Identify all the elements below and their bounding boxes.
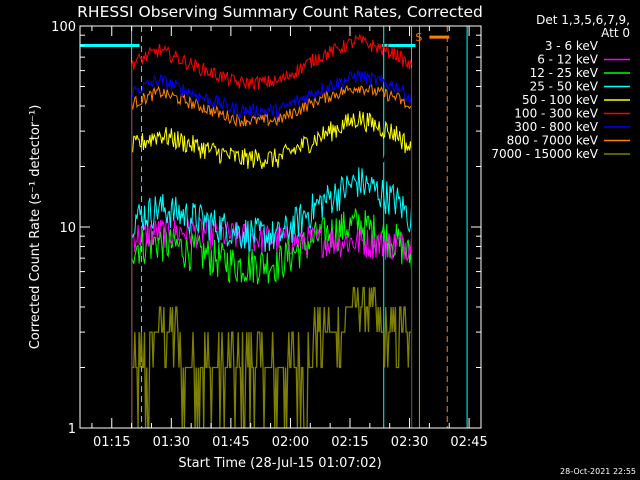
series-line xyxy=(131,33,412,91)
legend-label: 7000 - 15000 keV xyxy=(491,147,598,161)
legend-label: 50 - 100 keV xyxy=(522,93,599,107)
footer-date: 28-Oct-2021 22:55 xyxy=(560,467,636,476)
x-tick-label: 01:45 xyxy=(212,435,249,450)
legend-header-line1: Det 1,3,5,6,7,9, xyxy=(536,13,630,27)
x-tick-label: 01:15 xyxy=(93,435,130,450)
plot-area: S xyxy=(80,26,468,429)
series-line xyxy=(131,84,412,128)
legend-label: 300 - 800 keV xyxy=(514,120,598,134)
y-tick-label: 10 xyxy=(59,221,76,236)
series-line xyxy=(131,167,412,253)
legend-label: 6 - 12 keV xyxy=(537,53,599,67)
chart-title: RHESSI Observing Summary Count Rates, Co… xyxy=(77,3,483,21)
series-line xyxy=(131,111,412,169)
legend-label: 25 - 50 keV xyxy=(530,80,599,94)
legend-label: 100 - 300 keV xyxy=(514,107,598,121)
series-line xyxy=(131,140,412,170)
y-axis-label: Corrected Count Rate (s⁻¹ detector⁻¹) xyxy=(28,105,43,350)
x-tick-label: 02:30 xyxy=(391,435,428,450)
x-axis: 01:15 01:30 01:45 02:00 02:15 02:30 02:45 xyxy=(91,26,488,450)
y-axis: 1 10 100 xyxy=(51,20,481,437)
series-line xyxy=(131,216,412,263)
legend-header-line2: Att 0 xyxy=(601,26,630,40)
x-tick-label: 01:30 xyxy=(153,435,190,450)
y-tick-label: 100 xyxy=(51,20,76,35)
x-tick-label: 02:45 xyxy=(450,435,487,450)
series-line xyxy=(131,70,412,120)
series-line xyxy=(131,208,412,285)
legend-label: 800 - 7000 keV xyxy=(507,134,599,148)
x-tick-label: 02:15 xyxy=(331,435,368,450)
y-tick-label: 1 xyxy=(68,422,76,437)
series-line xyxy=(131,286,412,429)
s-marker-label: S xyxy=(415,31,422,44)
legend-label: 12 - 25 keV xyxy=(530,66,599,80)
legend-label: 3 - 6 keV xyxy=(545,39,599,53)
x-tick-label: 02:00 xyxy=(272,435,309,450)
x-axis-label: Start Time (28-Jul-15 01:07:02) xyxy=(178,456,381,471)
